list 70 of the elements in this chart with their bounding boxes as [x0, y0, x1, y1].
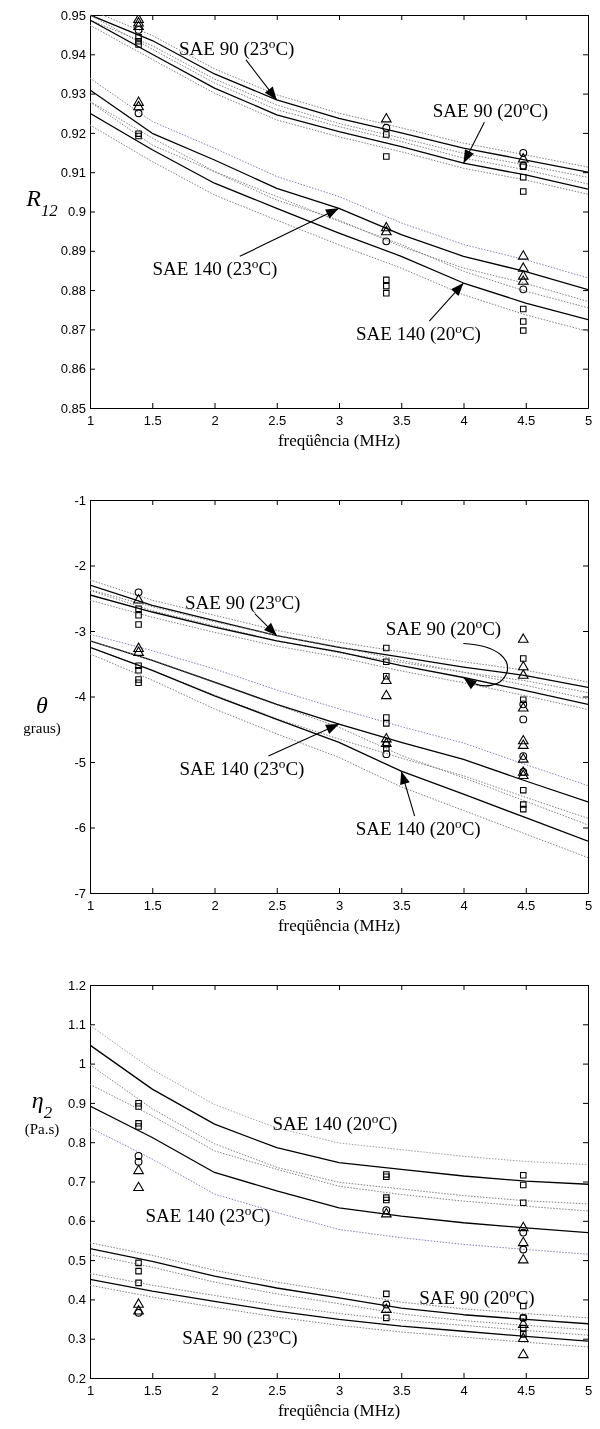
x-tick-label: 2: [211, 413, 219, 429]
x-tick-label: 2.5: [268, 1383, 287, 1399]
y-tick-label: -5: [74, 754, 86, 770]
x-tick-label: 5: [584, 1383, 593, 1399]
y-axis-title: θ graus): [23, 691, 61, 737]
x-tick-label: 3.5: [392, 898, 411, 914]
annotation: SAE 140 (20$^{o}$C): [272, 1110, 398, 1135]
x-tick-label: 4: [460, 413, 468, 429]
x-axis-title: freqüência (MHz): [277, 1401, 401, 1420]
x-tick-label: 2: [211, 898, 219, 914]
x-tick-label: 4: [460, 898, 468, 914]
y-tick-label: 0.92: [60, 125, 86, 141]
y-tick-label: -7: [74, 885, 86, 901]
x-axis-title: freqüência (MHz): [277, 916, 401, 935]
x-tick-label: 4.5: [517, 413, 536, 429]
y-tick-label: 0.94: [60, 46, 86, 62]
annotation: SAE 140 (23$^{o}$C): [145, 1202, 271, 1227]
y-tick-label: 0.89: [60, 243, 86, 259]
annotation: SAE 90 (23$^{o}$C): [179, 35, 295, 60]
y-tick-label: 0.7: [67, 1174, 86, 1190]
annotation: SAE 90 (20$^{o}$C): [432, 97, 549, 123]
y-tick-label: 0.2: [67, 1370, 86, 1386]
x-tick-label: 3: [335, 898, 344, 914]
y-tick-label: 0.8: [67, 1134, 86, 1150]
y-tick-label: 0.9: [67, 204, 86, 220]
annotation: SAE 90 (20$^{o}$C): [385, 615, 502, 640]
y-axis-title: η$_{2}$ (Pa.s): [24, 1086, 60, 1138]
annotation: SAE 90 (23$^{o}$C): [185, 589, 301, 614]
x-tick-label: 3: [335, 1383, 344, 1399]
annotation: SAE 140 (23$^{o}$C): [179, 755, 305, 781]
y-tick-label: 0.91: [60, 164, 86, 180]
annotation: SAE 140 (20$^{o}$C): [355, 815, 481, 841]
y-tick-label: 0.6: [67, 1213, 86, 1229]
y-tick-label: 0.86: [60, 361, 86, 377]
y-tick-label: 0.95: [60, 7, 86, 23]
x-tick-label: 1.5: [143, 898, 162, 914]
y-tick-label: 0.5: [67, 1252, 86, 1268]
y-tick-label: 0.3: [67, 1331, 86, 1347]
x-tick-label: 4.5: [517, 1383, 536, 1399]
y-tick-label: 0.88: [60, 282, 86, 298]
x-axis-title: freqüência (MHz): [277, 431, 401, 450]
x-tick-label: 1.5: [143, 413, 162, 429]
x-tick-label: 5: [584, 413, 593, 429]
annotation: SAE 140 (20$^{o}$C): [356, 320, 481, 346]
y-tick-label: -2: [74, 558, 86, 574]
y-tick-label: 1.1: [67, 1016, 86, 1032]
y-tick-label: 1.2: [67, 977, 86, 993]
x-tick-label: 5: [584, 898, 593, 914]
annotation: SAE 140 (23$^{o}$C): [152, 255, 278, 281]
y-tick-label: -4: [74, 689, 86, 705]
y-tick-label: 0.93: [60, 86, 86, 102]
y-tick-label: -1: [74, 492, 86, 508]
y-tick-label: 0.87: [60, 322, 86, 338]
x-tick-label: 3.5: [392, 1383, 411, 1399]
x-tick-label: 4: [460, 1383, 468, 1399]
y-tick-label: -6: [74, 820, 86, 836]
y-tick-label: 0.85: [60, 400, 86, 416]
x-tick-label: 3.5: [392, 413, 411, 429]
x-tick-label: 4.5: [517, 898, 536, 914]
x-tick-label: 1.5: [143, 1383, 162, 1399]
x-tick-label: 3: [335, 413, 344, 429]
y-tick-label: 0.9: [67, 1095, 86, 1111]
y-tick-label: -3: [74, 623, 86, 639]
x-tick-label: 2: [211, 1383, 219, 1399]
x-tick-label: 2.5: [268, 898, 287, 914]
x-tick-label: 2.5: [268, 413, 287, 429]
y-axis-title: R$_{12}$: [25, 184, 59, 219]
y-tick-label: 0.4: [67, 1292, 86, 1308]
y-tick-label: 1: [78, 1056, 86, 1072]
annotation: SAE 90 (23$^{o}$C): [182, 1324, 298, 1349]
